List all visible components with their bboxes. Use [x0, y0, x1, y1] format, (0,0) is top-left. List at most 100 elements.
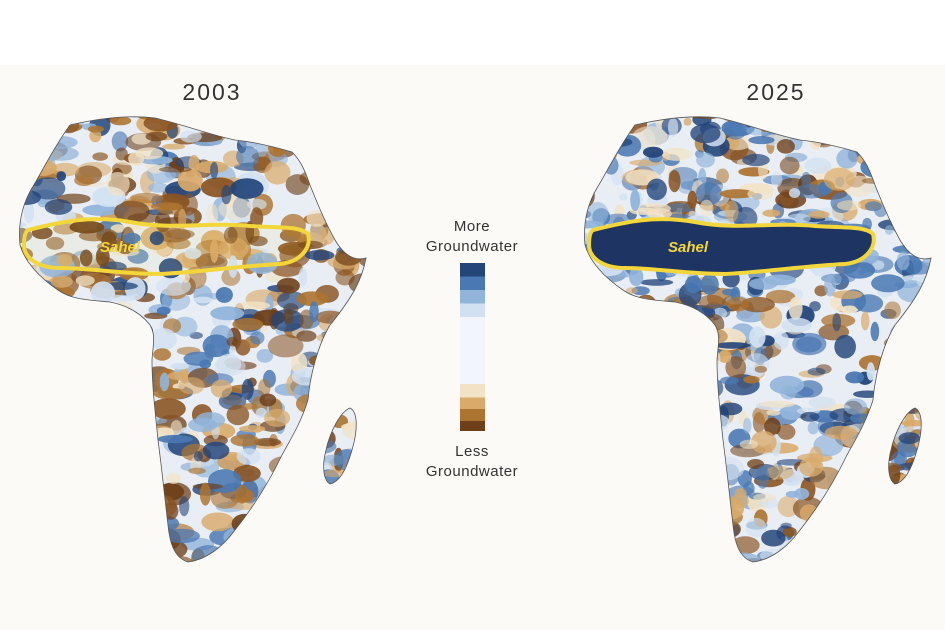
map-patch [921, 145, 931, 163]
map-patch [825, 495, 847, 514]
map-patch [894, 212, 927, 224]
map-patch [19, 412, 40, 428]
map-patch [675, 521, 700, 540]
map-patch [42, 491, 68, 506]
map-patch [237, 532, 261, 543]
map-patch [628, 324, 643, 345]
map-patch [925, 276, 931, 295]
map-patch [54, 441, 64, 460]
map-patch [97, 473, 108, 491]
map-patch [776, 139, 795, 154]
map-patch [157, 434, 193, 444]
map-patch [74, 429, 86, 452]
map-patch [781, 317, 812, 333]
map-patch [900, 167, 931, 186]
map-patch [913, 560, 931, 562]
map-patch [726, 296, 750, 312]
map-patch [647, 208, 672, 220]
map-patch [748, 136, 775, 145]
map-patch [110, 456, 125, 470]
map-patch [64, 429, 89, 442]
map-patch [93, 554, 110, 562]
map-patch [178, 496, 190, 517]
map-patch [39, 482, 48, 498]
map-patch [358, 433, 366, 447]
map-patch [692, 327, 728, 346]
map-patch [642, 146, 664, 158]
map-patch [860, 157, 890, 178]
map-patch [144, 494, 177, 519]
map-patch [355, 119, 366, 139]
map-patch [795, 117, 822, 140]
map-patch [156, 306, 171, 316]
map-patch [706, 527, 735, 538]
map-patch [792, 332, 827, 356]
map-patch [44, 199, 73, 215]
map-patch [678, 441, 687, 450]
map-patch [687, 190, 698, 209]
map-patch [55, 385, 86, 400]
map-patch [47, 116, 59, 119]
map-patch [788, 187, 801, 199]
map-patch [878, 373, 893, 396]
map-patch [19, 521, 32, 535]
map-patch [76, 377, 99, 402]
map-patch [19, 291, 30, 299]
map-patch [637, 503, 661, 524]
map-patch [887, 116, 913, 121]
map-patch [742, 153, 770, 167]
map-patch [162, 143, 186, 150]
map-patch [291, 368, 323, 386]
map-patch [626, 355, 644, 380]
map-patch [733, 107, 742, 116]
map-patch [120, 520, 148, 542]
map-patch [109, 116, 132, 126]
map-patch [281, 118, 301, 130]
map-patch [584, 525, 612, 534]
map-patch [584, 292, 613, 302]
map-patch [31, 328, 44, 341]
map-patch [295, 438, 321, 458]
map-patch [218, 237, 249, 260]
map-patch [591, 547, 621, 562]
map-patch [19, 267, 35, 279]
map-patch [45, 236, 65, 250]
map-patch [645, 391, 660, 402]
map-patch [845, 371, 865, 384]
map-patch [49, 491, 85, 504]
sahel-outline [21, 217, 311, 277]
map-year: 2003 [182, 79, 241, 105]
map-patch [19, 139, 41, 160]
map-patch [794, 488, 810, 500]
map-patch [766, 409, 781, 416]
map-patch [860, 311, 870, 331]
map-patch [305, 448, 321, 461]
map-patch [304, 405, 321, 415]
map-patch [58, 316, 80, 328]
map-patch [782, 526, 797, 537]
map-patch [65, 340, 76, 355]
map-patch [19, 379, 32, 400]
map-patch [669, 510, 687, 520]
map-patch [684, 276, 703, 294]
map-patch [339, 548, 350, 556]
map-patch [620, 503, 631, 519]
map-patch [924, 108, 945, 115]
map-patch [835, 121, 849, 131]
map-patch [313, 544, 335, 562]
map-patch [747, 459, 764, 469]
map-patch [103, 525, 138, 535]
map-patch [112, 317, 135, 333]
map-patch [61, 415, 92, 429]
map-patch [753, 493, 777, 502]
map-patch [626, 316, 658, 333]
map-patch [264, 160, 291, 185]
map-patch [275, 467, 296, 475]
map-patch [298, 240, 324, 250]
map-patch [590, 388, 602, 411]
map-patch [620, 415, 630, 429]
map-patch [71, 381, 88, 396]
map-patch [896, 218, 920, 241]
map-patch [610, 116, 624, 123]
map-patch [929, 395, 931, 404]
